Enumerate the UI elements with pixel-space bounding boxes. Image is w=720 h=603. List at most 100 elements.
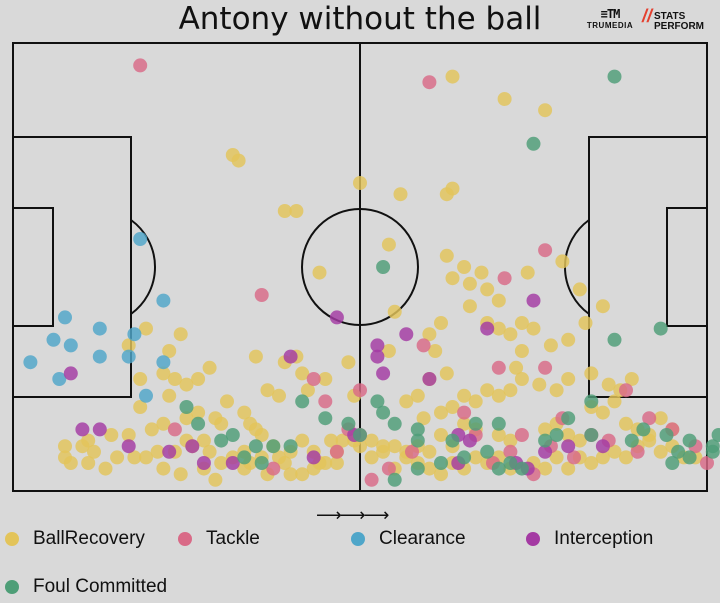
legend-label: Clearance: [379, 528, 466, 549]
tackle-point: [381, 461, 396, 476]
ballrecovery-point: [416, 411, 431, 426]
ballrecovery-point: [578, 316, 593, 330]
foul-committed-point: [191, 416, 206, 431]
ballrecovery-point: [191, 372, 206, 386]
ballrecovery-point: [503, 327, 518, 342]
interception-point: [306, 450, 321, 465]
ballrecovery-point: [329, 456, 344, 470]
interception-point: [561, 439, 576, 454]
ballrecovery-point: [480, 282, 495, 297]
ballrecovery-point: [254, 428, 269, 442]
interception-point: [480, 321, 495, 336]
foul-committed-point: [353, 428, 367, 442]
foul-committed-point: [659, 428, 674, 442]
ballrecovery-point: [549, 450, 564, 465]
ballrecovery-point: [312, 265, 327, 280]
ballrecovery-point: [526, 321, 541, 336]
foul-committed-point: [370, 394, 385, 409]
ballrecovery-point: [237, 461, 252, 476]
ballrecovery-point: [156, 366, 171, 381]
ballrecovery-point: [601, 377, 616, 392]
interception-point: [329, 310, 344, 325]
foul-committed-point: [665, 456, 680, 470]
ballrecovery-point: [595, 405, 610, 420]
interception-point: [422, 372, 437, 386]
ballrecovery-point: [480, 383, 495, 398]
clearance-point: [92, 321, 107, 336]
tackle-point: [567, 450, 581, 465]
ballrecovery-point: [595, 299, 610, 314]
foul-committed-point: [514, 461, 529, 476]
foul-committed-point: [179, 400, 194, 414]
truemedia-logo: ≡TM TRUMEDIA: [584, 8, 636, 31]
tackle-point: [133, 58, 148, 73]
tackle-point: [619, 383, 633, 398]
ballrecovery-point: [277, 456, 292, 470]
foul-committed-point: [607, 332, 622, 347]
ballrecovery-point: [196, 433, 211, 448]
ballrecovery-point: [104, 428, 119, 442]
ballrecovery-point: [624, 372, 639, 386]
ballrecovery-point: [538, 461, 553, 476]
ballrecovery-point: [289, 204, 304, 218]
ballrecovery-point: [555, 254, 570, 269]
ballrecovery-point: [98, 461, 113, 476]
ballrecovery-point: [434, 316, 448, 330]
ballrecovery-point: [491, 428, 506, 442]
ballrecovery-point: [457, 388, 472, 403]
ballrecovery-point: [121, 428, 136, 442]
ballrecovery-point: [561, 461, 576, 476]
ballrecovery-point: [572, 433, 587, 448]
ballrecovery-point: [341, 355, 356, 370]
ballrecovery-point: [179, 377, 194, 392]
interception-point: [595, 439, 610, 454]
ballrecovery-point: [167, 372, 182, 386]
foul-committed-point: [705, 444, 720, 459]
interception-point: [526, 293, 541, 308]
ballrecovery-point: [202, 444, 217, 459]
foul-committed-point: [491, 461, 506, 476]
clearance-point: [46, 332, 61, 347]
ballrecovery-point: [619, 450, 633, 465]
legend-label: Tackle: [206, 528, 260, 549]
ballrecovery-point: [202, 360, 217, 375]
ballrecovery-point: [445, 400, 460, 414]
tackle-point: [630, 444, 645, 459]
ballrecovery-point: [139, 321, 153, 336]
ballrecovery-point: [220, 394, 234, 409]
tackle-point: [514, 428, 529, 442]
ballrecovery-point: [231, 153, 246, 168]
ballrecovery-point: [422, 461, 437, 476]
ballrecovery-point: [561, 332, 576, 347]
ballrecovery-point: [491, 388, 506, 403]
foul-committed-point: [410, 461, 425, 476]
ballrecovery-point: [58, 439, 72, 454]
right-penalty-arc: [563, 219, 590, 315]
ballrecovery-point: [468, 394, 483, 409]
clearance-point: [156, 355, 171, 370]
ballrecovery-point: [353, 176, 367, 190]
ballrecovery-point: [474, 265, 489, 280]
ballrecovery-point: [277, 204, 292, 218]
tackle-point: [538, 243, 553, 258]
ballrecovery-point: [422, 327, 437, 342]
tackle-point: [405, 444, 419, 459]
ballrecovery-point: [549, 383, 564, 398]
ballrecovery-point: [150, 444, 165, 459]
tackle-point: [416, 338, 431, 353]
interception-point: [376, 366, 391, 381]
truemedia-logo-text: TRUMEDIA: [586, 21, 634, 30]
ballrecovery-point: [353, 439, 367, 454]
foul-committed-point: [214, 433, 229, 448]
ballrecovery-point: [497, 92, 512, 106]
tackle-point: [353, 383, 367, 398]
ballrecovery-point: [387, 439, 402, 454]
tackle-point: [254, 288, 269, 302]
foul-committed-point: [491, 416, 506, 431]
clearance-point: [23, 355, 38, 370]
right-six-yard-box: [666, 207, 708, 327]
ballrecovery-point: [607, 444, 622, 459]
interception-point: [75, 422, 90, 437]
stats-perform-slash-icon: //: [642, 6, 653, 26]
